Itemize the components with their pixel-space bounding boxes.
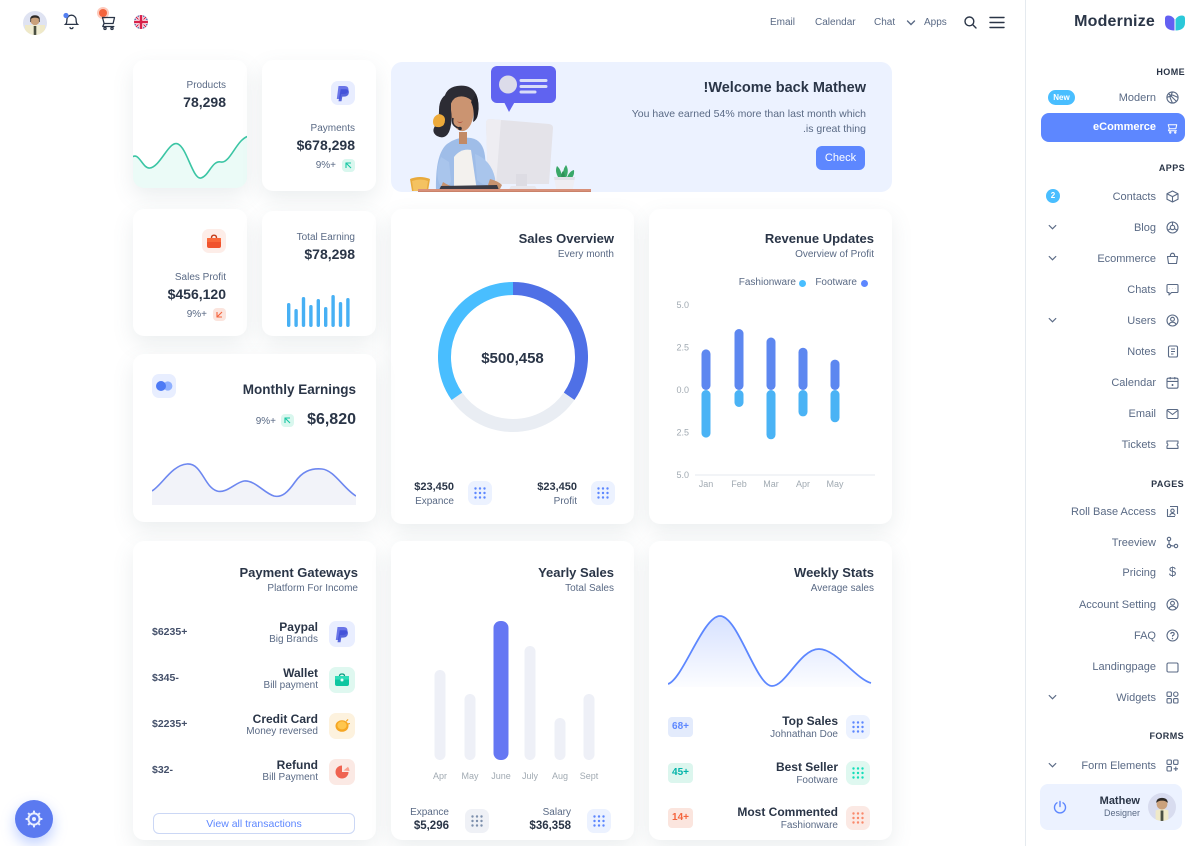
svg-text:May: May (461, 771, 479, 781)
svg-text:Jan: Jan (699, 479, 714, 489)
svg-text:Mar: Mar (763, 479, 779, 489)
svg-text:May: May (826, 479, 844, 489)
svg-text:Apr: Apr (433, 771, 447, 781)
svg-text:June: June (491, 771, 511, 781)
svg-text:Aug: Aug (552, 771, 568, 781)
svg-text:Sept: Sept (580, 771, 599, 781)
svg-text:5.0: 5.0 (676, 300, 689, 310)
svg-text:5.0: 5.0 (676, 470, 689, 480)
svg-text:2.5: 2.5 (676, 428, 689, 438)
svg-text:2.5: 2.5 (676, 343, 689, 353)
svg-text:Feb: Feb (731, 479, 747, 489)
svg-text:Apr: Apr (796, 479, 810, 489)
svg-text:July: July (522, 771, 539, 781)
svg-text:0.0: 0.0 (676, 385, 689, 395)
